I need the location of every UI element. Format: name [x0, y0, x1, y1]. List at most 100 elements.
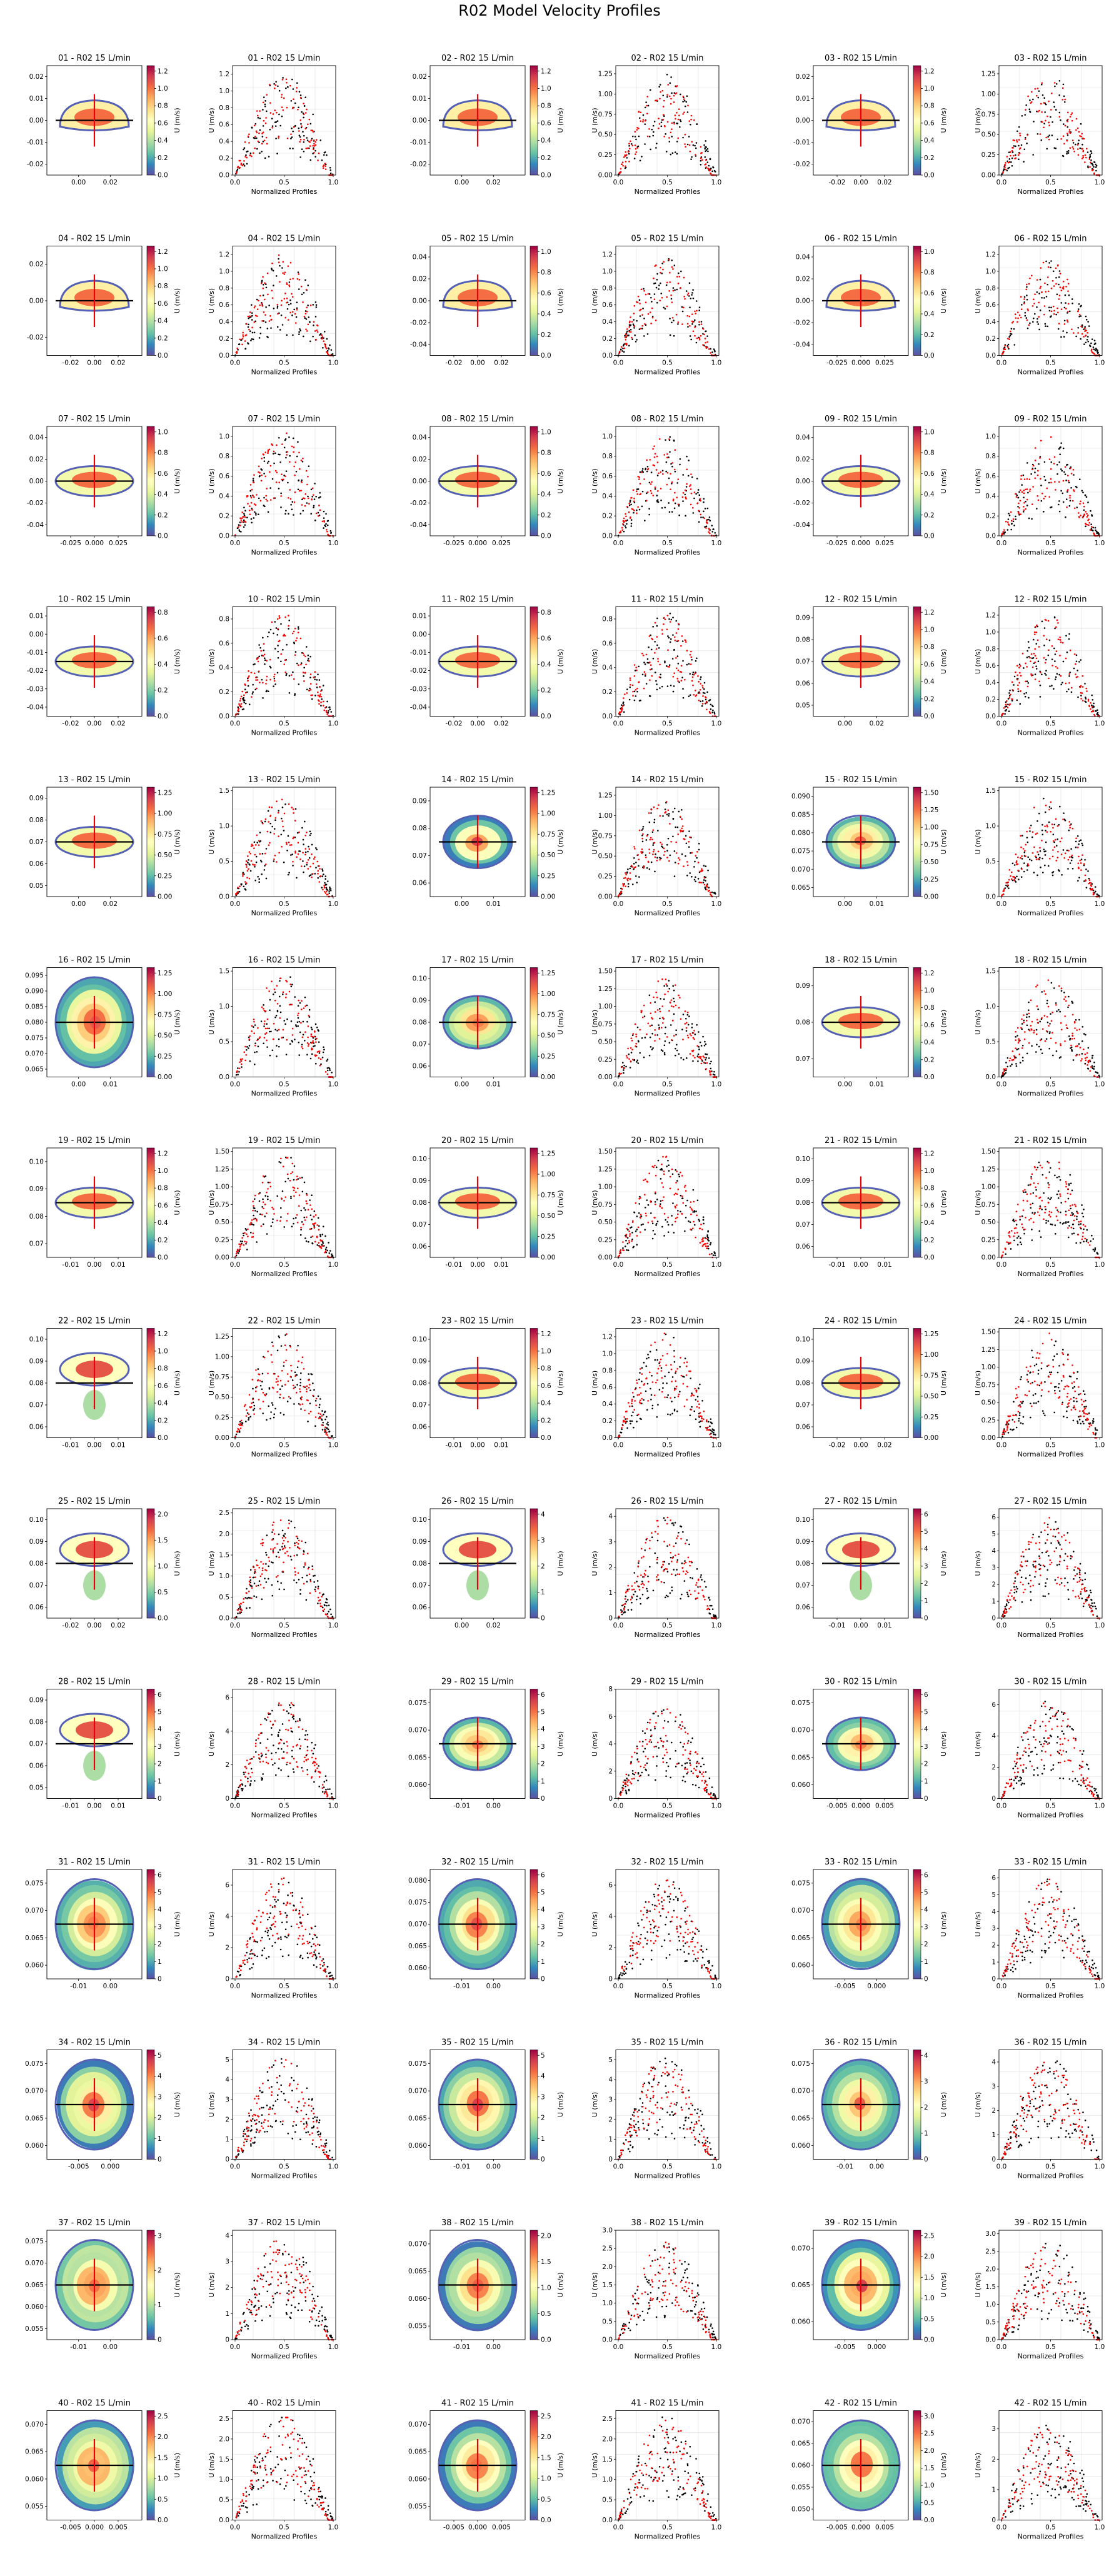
scatter-point-red — [660, 471, 662, 473]
scatter-point-red — [1090, 708, 1091, 710]
scatter-point-red — [289, 844, 291, 846]
scatter-point-red — [318, 1057, 320, 1059]
scatter-point-black — [666, 73, 668, 76]
scatter-point-black — [283, 830, 285, 832]
scatter-point-black — [1038, 293, 1040, 294]
contour-panel-title: 10 - R02 15 L/min — [58, 595, 131, 605]
scatter-point-red — [642, 833, 644, 835]
scatter-point-black — [621, 704, 623, 706]
scatter-point-black — [298, 479, 300, 481]
scatter-point-black — [326, 154, 328, 156]
scatter-point-red — [676, 111, 678, 114]
scatter-point-black — [262, 109, 264, 111]
scatter-point-black — [279, 1005, 281, 1007]
contour-ytick-label: 0.02 — [29, 261, 44, 268]
scatter-point-red — [1066, 118, 1069, 121]
scatter-point-black — [237, 1074, 239, 1076]
scatter-point-black — [1068, 294, 1070, 296]
scatter-point-black — [1068, 638, 1070, 640]
scatter-point-red — [1051, 823, 1053, 825]
scatter-point-black — [1062, 83, 1065, 86]
scatter-point-black — [711, 531, 714, 533]
scatter-point-red — [1042, 261, 1045, 264]
scatter-point-black — [254, 688, 256, 691]
contour-ytick-label: 0.090 — [25, 988, 44, 995]
scatter-point-black — [656, 501, 658, 503]
scatter-point-red — [663, 136, 665, 138]
scatter-point-black — [274, 991, 276, 994]
scatter-point-red — [1055, 626, 1057, 628]
scatter-point-black — [658, 284, 660, 286]
scatter-point-red — [636, 147, 639, 149]
scatter-point-black — [247, 685, 249, 687]
scatter-point-black — [1084, 494, 1086, 496]
scatter-point-red — [269, 102, 271, 104]
profile-xtick-label: 1.0 — [328, 179, 339, 186]
scatter-point-red — [688, 315, 691, 318]
scatter-point-red — [297, 108, 299, 111]
scatter-point-red — [1056, 825, 1059, 827]
scatter-point-black — [1038, 90, 1040, 92]
scatter-point-red — [699, 882, 701, 883]
scatter-point-black — [288, 872, 290, 874]
colorbar-label: U (m/s) — [173, 108, 181, 133]
scatter-point-red — [266, 830, 269, 833]
scatter-point-black — [1024, 114, 1026, 116]
scatter-point-black — [698, 842, 700, 845]
scatter-point-black — [301, 498, 303, 500]
scatter-point-black — [667, 837, 670, 840]
profile-ylabel: U (m/s) — [974, 649, 982, 674]
scatter-point-black — [1006, 169, 1008, 172]
scatter-point-black — [1060, 490, 1062, 492]
profile-ytick-label: 0.0 — [219, 893, 229, 901]
scatter-point-red — [1066, 506, 1068, 508]
scatter-point-red — [261, 474, 263, 476]
scatter-point-black — [648, 136, 651, 138]
scatter-point-black — [1010, 523, 1013, 525]
scatter-point-red — [307, 475, 309, 478]
scatter-point-red — [633, 500, 635, 502]
scatter-point-red — [1081, 700, 1084, 702]
scatter-point-red — [264, 298, 266, 301]
scatter-point-red — [294, 852, 296, 854]
contour-ytick-label: 0.09 — [413, 797, 427, 805]
scatter-point-red — [1041, 839, 1043, 842]
scatter-point-red — [325, 348, 328, 350]
scatter-point-red — [305, 470, 308, 472]
scatter-point-red — [243, 160, 245, 162]
contour-ytick-label: 0.09 — [29, 795, 44, 802]
scatter-point-red — [1034, 447, 1036, 449]
scatter-point-black — [1091, 698, 1094, 701]
scatter-point-black — [700, 676, 702, 678]
scatter-point-black — [1085, 698, 1087, 700]
scatter-point-black — [311, 1053, 313, 1055]
scatter-point-red — [317, 694, 319, 697]
contour-panel: 17 - R02 15 L/min0.060.070.080.090.100.0… — [413, 956, 565, 1089]
scatter-point-red — [629, 148, 631, 150]
scatter-point-black — [302, 838, 304, 841]
scatter-point-black — [294, 102, 296, 104]
scatter-point-red — [323, 890, 326, 893]
colorbar-tick-label: 1.0 — [924, 248, 935, 256]
scatter-point-red — [284, 659, 286, 662]
profile-ytick-label: 1.2 — [219, 251, 229, 258]
scatter-point-red — [268, 821, 270, 823]
scatter-point-red — [280, 653, 283, 655]
scatter-point-black — [628, 335, 630, 336]
scatter-point-red — [294, 474, 296, 476]
scatter-point-black — [1008, 348, 1010, 350]
scatter-point-red — [1035, 858, 1038, 860]
contour-ytick-label: 0.02 — [29, 456, 44, 463]
scatter-point-black — [1087, 321, 1089, 323]
scatter-point-black — [1044, 672, 1046, 675]
contour-xtick-label: 0.00 — [87, 360, 101, 367]
scatter-point-red — [316, 325, 319, 327]
scatter-point-black — [264, 321, 267, 323]
scatter-point-black — [1095, 166, 1097, 168]
scatter-point-red — [1048, 808, 1050, 811]
scatter-point-red — [1044, 618, 1046, 621]
colorbar-tick-label: 0.00 — [158, 893, 172, 901]
scatter-point-red — [247, 135, 249, 138]
scatter-point-black — [663, 306, 665, 309]
scatter-point-black — [324, 878, 327, 880]
